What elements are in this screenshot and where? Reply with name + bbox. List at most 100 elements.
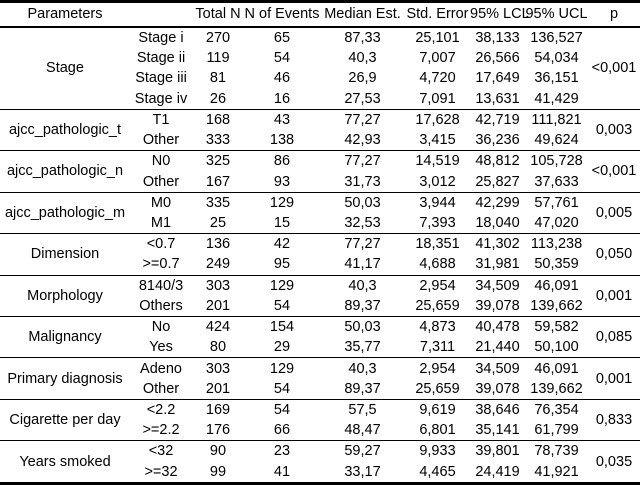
cell-n-events: 42 <box>273 236 291 253</box>
table-row: Stage ii 119 54 40,3 7,007 26,566 54,034 <box>0 48 640 68</box>
cell-lcl: 39,801 <box>475 443 520 460</box>
cell-total-n: 80 <box>209 339 227 356</box>
cell-total-n: 90 <box>209 443 227 460</box>
group-ajcc-pathologic-n: ajcc_pathologic_n N0 325 86 77,27 14,519… <box>0 151 640 193</box>
table-row: Malignancy No 424 154 50,03 4,873 40,478… <box>0 317 640 345</box>
cell-total-n: 424 <box>205 319 231 336</box>
table-row: Stage iii 81 46 26,9 4,720 17,649 36,151 <box>0 68 640 88</box>
cell-p-value: 0,003 <box>595 121 633 138</box>
cell-total-n: 201 <box>205 297 231 314</box>
cell-n-events: 95 <box>273 256 291 273</box>
cell-total-n: 168 <box>205 111 231 128</box>
table-row: Other 167 93 31,73 3,012 25,827 37,633 <box>0 171 640 192</box>
cell-total-n: 99 <box>209 463 227 480</box>
cell-n-events: 66 <box>273 422 291 439</box>
cell-std-error: 7,007 <box>419 50 456 67</box>
col-header-n-of-events: N of Events <box>244 6 320 23</box>
table-row: Stage iv 26 16 27,53 7,091 13,631 41,429 <box>0 89 640 110</box>
table-row: Other 201 54 89,37 25,659 39,078 139,662 <box>0 379 640 400</box>
cell-std-error: 9,619 <box>419 401 456 418</box>
cell-p-value: 0,050 <box>595 246 633 263</box>
group-malignancy: Malignancy No 424 154 50,03 4,873 40,478… <box>0 317 640 358</box>
subgroup-label: >=2.2 <box>142 422 180 439</box>
cell-median: 41,17 <box>344 256 381 273</box>
cell-ucl: 50,359 <box>534 256 579 273</box>
cell-n-events: 46 <box>273 70 291 87</box>
cell-n-events: 129 <box>269 194 295 211</box>
cell-std-error: 2,954 <box>419 360 456 377</box>
param-group-name: Cigarette per day <box>9 412 121 429</box>
group-cigarette-per-day: Cigarette per day <2.2 169 54 57,5 9,619… <box>0 399 640 441</box>
subgroup-label: Other <box>142 380 180 397</box>
cell-total-n: 303 <box>205 277 231 294</box>
cell-p-value: 0,833 <box>595 412 633 429</box>
cell-median: 89,37 <box>344 297 381 314</box>
param-group-name: Malignancy <box>28 329 102 346</box>
cell-median: 40,3 <box>348 50 377 67</box>
subgroup-label: <2.2 <box>146 401 176 418</box>
subgroup-label: <0.7 <box>146 236 176 253</box>
cell-n-events: 54 <box>273 401 291 418</box>
cell-lcl: 35,141 <box>475 422 520 439</box>
subgroup-label: Other <box>142 173 180 190</box>
cell-ucl: 136,527 <box>530 30 583 47</box>
cell-n-events: 43 <box>273 111 291 128</box>
cell-median: 27,53 <box>344 90 381 107</box>
cell-p-value: 0,085 <box>595 329 633 346</box>
group-ajcc-pathologic-m: ajcc_pathologic_m M0 335 129 50,03 3,944… <box>0 192 640 234</box>
cell-median: 89,37 <box>344 380 381 397</box>
param-group-name: Stage <box>46 60 84 77</box>
cell-n-events: 29 <box>273 339 291 356</box>
col-header-95-ucl: 95% UCL <box>525 6 588 23</box>
col-header-median-est: Median Est. <box>324 6 401 23</box>
cell-total-n: 136 <box>205 236 231 253</box>
cell-ucl: 41,429 <box>534 90 579 107</box>
table-row: Primary diagnosis Adeno 303 129 40,3 2,9… <box>0 358 640 387</box>
cell-std-error: 17,628 <box>415 111 460 128</box>
group-dimension: Dimension <0.7 136 42 77,27 18,351 41,30… <box>0 234 640 276</box>
subgroup-label: Other <box>142 132 180 149</box>
subgroup-label: Stage iv <box>134 90 188 107</box>
cell-total-n: 81 <box>209 70 227 87</box>
cell-lcl: 38,646 <box>475 401 520 418</box>
cell-std-error: 9,933 <box>419 443 456 460</box>
cell-n-events: 54 <box>273 50 291 67</box>
table-header-row: Parameters Total N N of Events Median Es… <box>0 1 640 27</box>
cell-std-error: 7,311 <box>419 339 456 356</box>
cell-n-events: 23 <box>273 443 291 460</box>
cell-p-value: <0,001 <box>591 163 637 180</box>
cell-std-error: 14,519 <box>415 153 460 170</box>
cell-std-error: 7,393 <box>419 214 456 231</box>
cell-ucl: 57,761 <box>534 194 579 211</box>
table-row: ajcc_pathologic_m M0 335 129 50,03 3,944… <box>0 192 640 221</box>
table-row: ajcc_pathologic_t T1 168 43 77,27 17,628… <box>0 109 640 138</box>
group-stage: Stage Stage i 270 65 87,33 25,101 38,133… <box>0 27 640 110</box>
cell-std-error: 6,801 <box>419 422 456 439</box>
cell-median: 26,9 <box>348 70 377 87</box>
param-group-name: ajcc_pathologic_m <box>4 204 126 221</box>
cell-ucl: 47,020 <box>534 214 579 231</box>
param-group-name: ajcc_pathologic_n <box>6 163 124 180</box>
cell-lcl: 38,133 <box>475 30 520 47</box>
col-header-95-lcl: 95% LCL <box>470 6 530 23</box>
cell-total-n: 167 <box>205 173 231 190</box>
cell-total-n: 119 <box>206 50 230 67</box>
col-header-std-error: Std. Error <box>406 6 469 23</box>
cell-std-error: 2,954 <box>419 277 456 294</box>
cell-lcl: 40,478 <box>475 319 520 336</box>
cell-ucl: 49,624 <box>534 132 579 149</box>
cell-median: 42,93 <box>344 132 381 149</box>
cell-p-value: <0,001 <box>591 60 637 77</box>
cell-ucl: 105,728 <box>530 153 583 170</box>
cell-lcl: 34,509 <box>475 277 520 294</box>
subgroup-label: N0 <box>151 153 171 170</box>
subgroup-label: Adeno <box>140 360 182 377</box>
subgroup-label: Stage i <box>138 30 184 47</box>
cell-lcl: 36,236 <box>475 132 520 149</box>
cell-lcl: 13,631 <box>475 90 520 107</box>
cell-ucl: 50,100 <box>534 339 579 356</box>
cell-median: 77,27 <box>344 236 381 253</box>
cell-ucl: 61,799 <box>534 422 579 439</box>
cell-n-events: 54 <box>273 297 291 314</box>
